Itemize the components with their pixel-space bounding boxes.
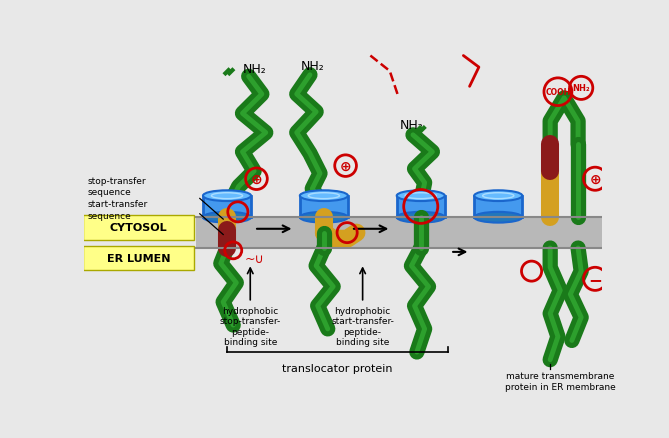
Text: ⊕: ⊕ <box>589 172 601 186</box>
Ellipse shape <box>474 191 522 201</box>
Ellipse shape <box>397 212 445 223</box>
Ellipse shape <box>203 191 251 201</box>
Ellipse shape <box>203 212 251 223</box>
Text: translocator protein: translocator protein <box>282 363 393 373</box>
Text: start-transfer
sequence: start-transfer sequence <box>88 200 148 220</box>
Text: −: − <box>588 270 602 288</box>
Ellipse shape <box>300 191 348 201</box>
Text: NH₂: NH₂ <box>399 119 423 132</box>
Text: hydrophobic
stop-transfer-
peptide-
binding site: hydrophobic stop-transfer- peptide- bind… <box>219 306 281 346</box>
FancyBboxPatch shape <box>83 215 195 240</box>
Ellipse shape <box>474 212 522 223</box>
Ellipse shape <box>397 191 445 201</box>
Text: mature transmembrane
protein in ER membrane: mature transmembrane protein in ER membr… <box>505 371 615 392</box>
Text: NH₂: NH₂ <box>300 60 324 73</box>
Bar <box>300 196 348 218</box>
Ellipse shape <box>300 212 348 223</box>
FancyBboxPatch shape <box>83 246 195 271</box>
Bar <box>203 196 251 218</box>
Text: ⊕: ⊕ <box>251 172 262 186</box>
Text: hydrophobic
start-transfer-
peptide-
binding site: hydrophobic start-transfer- peptide- bin… <box>331 306 394 346</box>
Text: stop-transfer
sequence: stop-transfer sequence <box>88 177 146 197</box>
Text: ~∪: ~∪ <box>244 252 264 265</box>
Text: COOH: COOH <box>545 88 571 97</box>
Text: ER LUMEN: ER LUMEN <box>107 254 171 263</box>
Text: NH₂: NH₂ <box>573 84 590 93</box>
Text: NH₂: NH₂ <box>242 63 266 76</box>
Bar <box>397 196 445 218</box>
Bar <box>196 218 602 248</box>
Text: CYTOSOL: CYTOSOL <box>110 223 167 233</box>
Bar <box>474 196 522 218</box>
Text: ⊕: ⊕ <box>340 159 351 173</box>
